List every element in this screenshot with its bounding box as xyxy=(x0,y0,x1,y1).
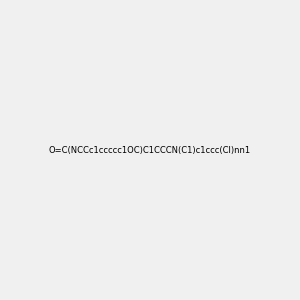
Text: O=C(NCCc1ccccc1OC)C1CCCN(C1)c1ccc(Cl)nn1: O=C(NCCc1ccccc1OC)C1CCCN(C1)c1ccc(Cl)nn1 xyxy=(49,146,251,154)
